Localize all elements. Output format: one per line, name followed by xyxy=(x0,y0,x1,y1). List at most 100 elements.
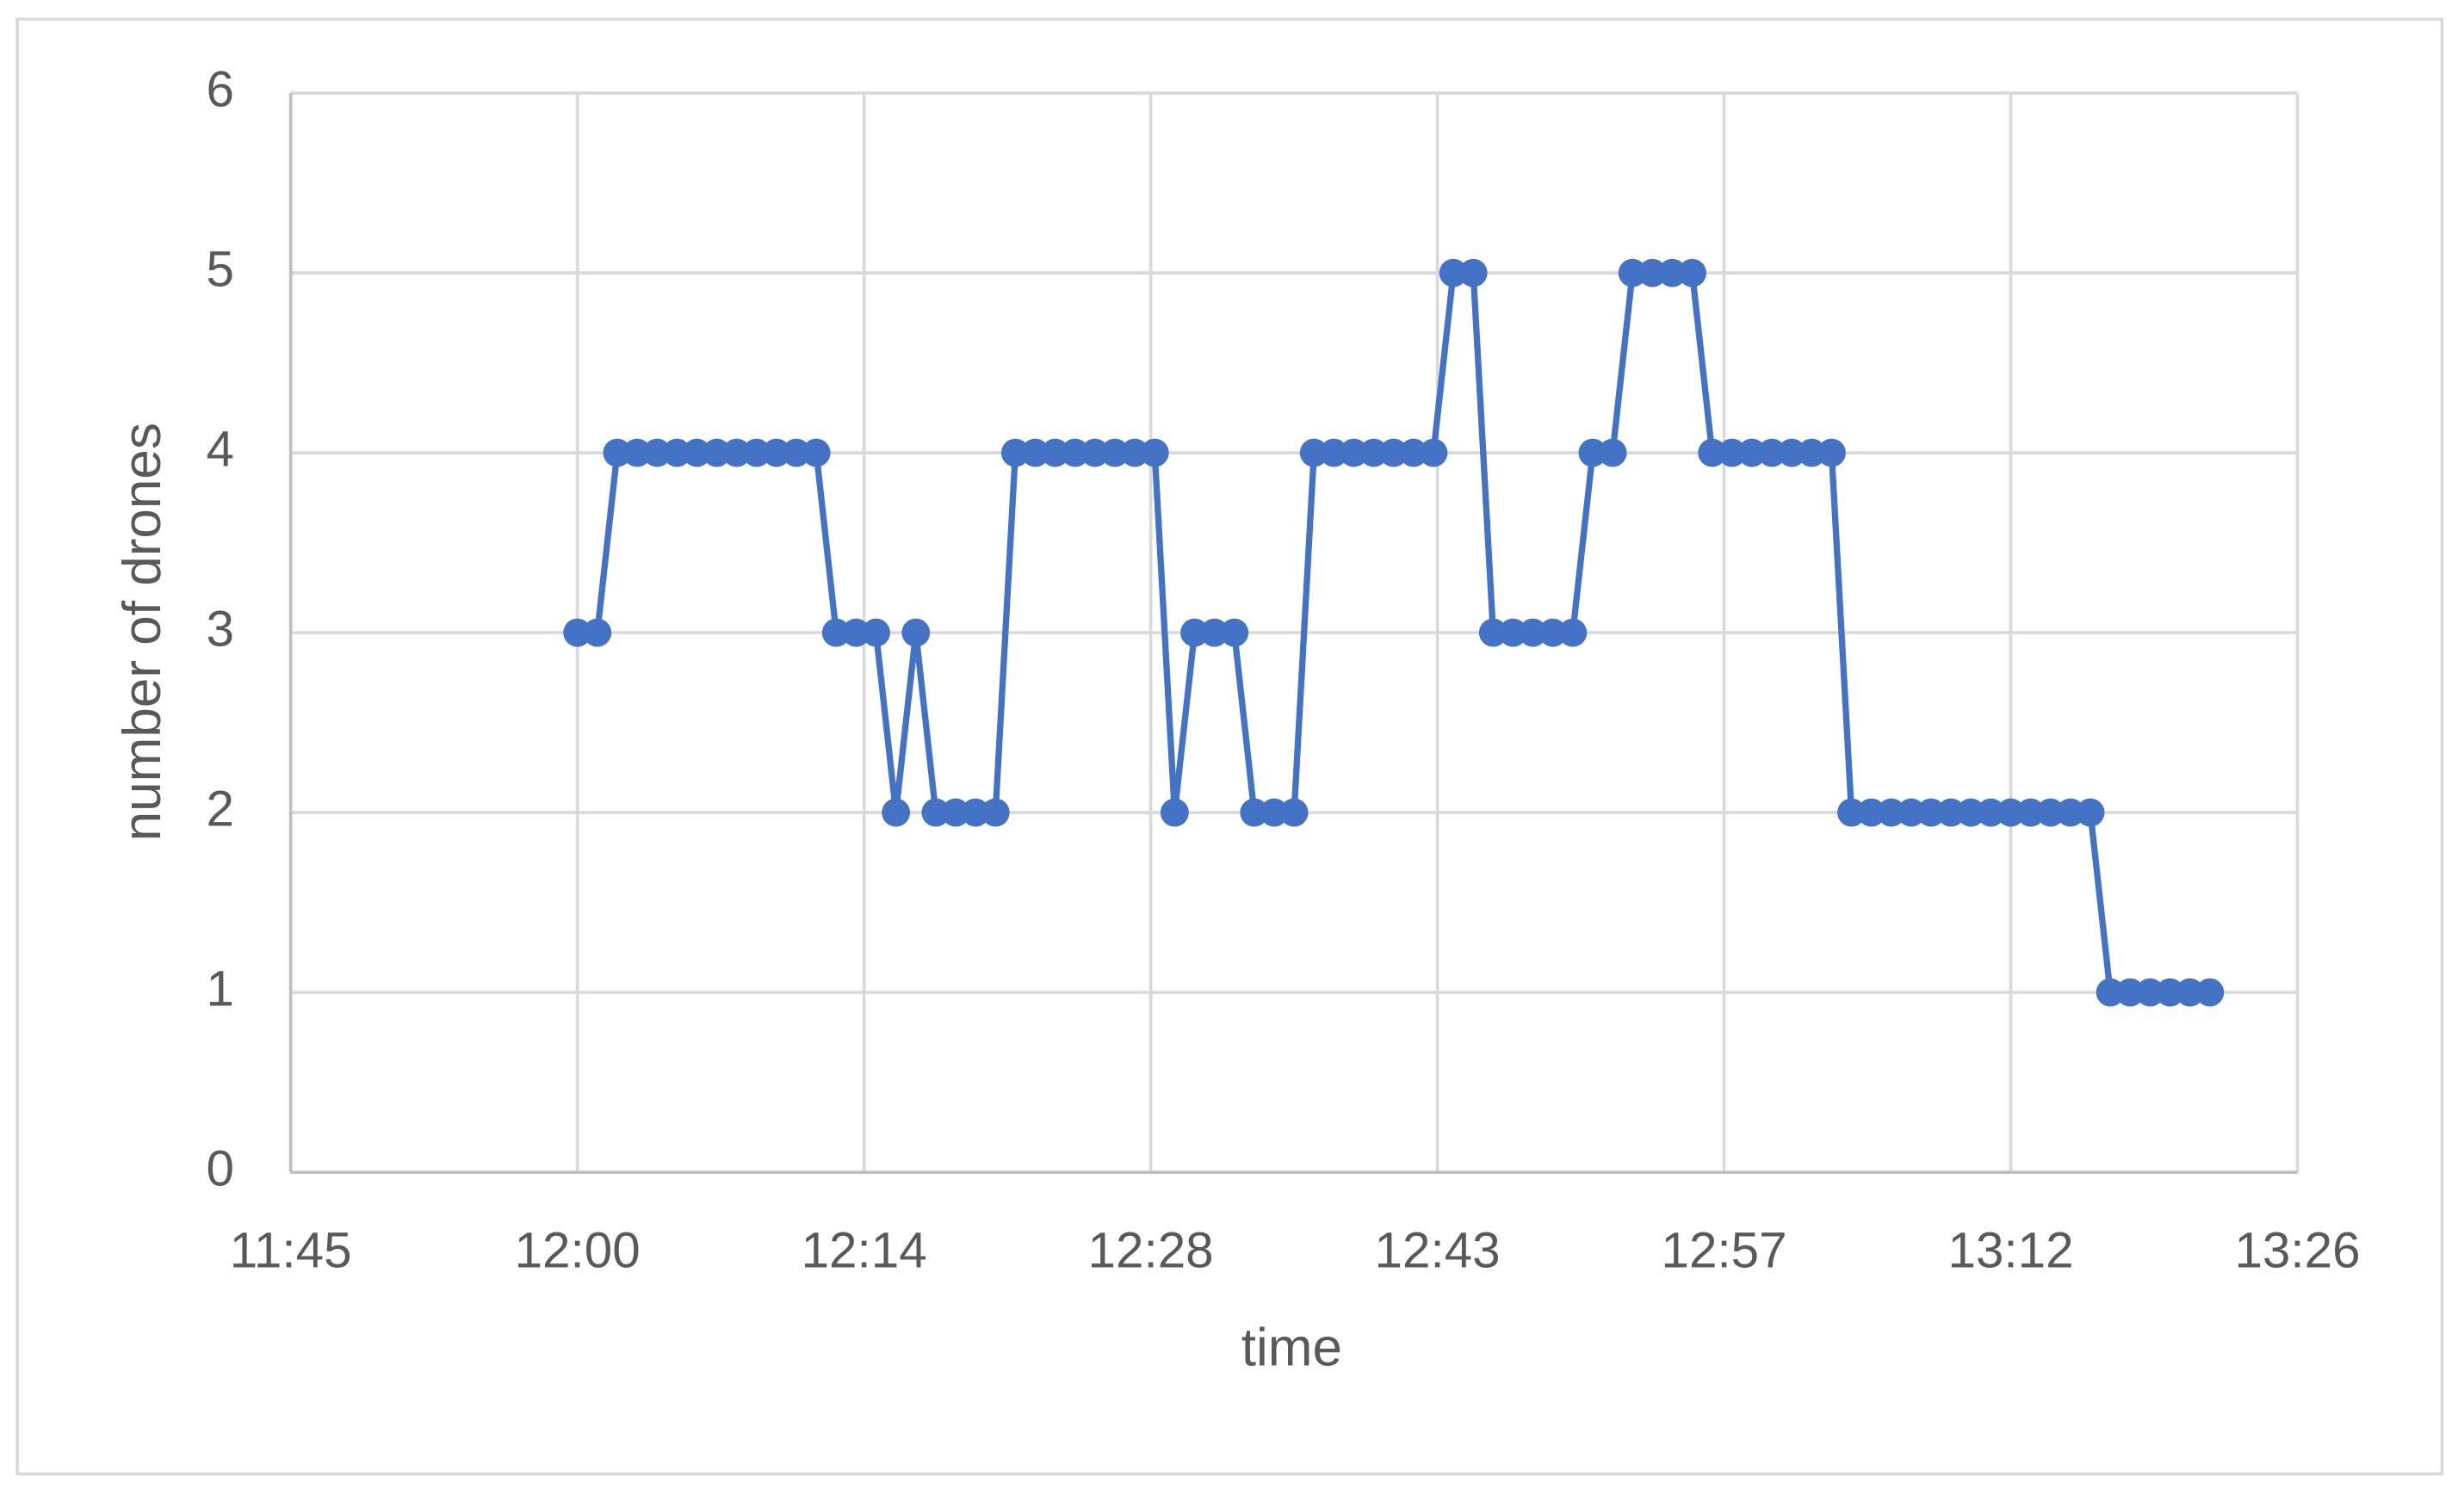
data-point xyxy=(2056,798,2085,827)
data-point xyxy=(1578,438,1607,467)
x-tick-label: 12:43 xyxy=(1375,1222,1501,1278)
data-point xyxy=(901,618,931,647)
data-point xyxy=(1041,438,1070,467)
data-point xyxy=(642,438,672,467)
data-point xyxy=(662,438,691,467)
data-point xyxy=(1200,618,1229,647)
data-point xyxy=(961,798,990,827)
data-point xyxy=(682,438,711,467)
data-point xyxy=(941,798,970,827)
y-tick-label: 5 xyxy=(206,242,233,298)
data-point xyxy=(703,438,731,467)
data-point xyxy=(1837,798,1866,827)
data-point xyxy=(1399,438,1428,467)
data-point xyxy=(2076,798,2105,827)
data-point xyxy=(1379,438,1408,467)
data-point xyxy=(1538,618,1568,647)
data-point xyxy=(1340,438,1368,467)
data-point xyxy=(722,438,752,467)
data-point xyxy=(1877,798,1906,827)
x-tick-label: 11:45 xyxy=(230,1222,352,1278)
data-point xyxy=(1936,798,1966,827)
x-tick-label: 12:28 xyxy=(1088,1222,1214,1278)
data-point xyxy=(1061,438,1090,467)
y-tick-label: 4 xyxy=(206,422,233,478)
data-point xyxy=(1817,438,1846,467)
data-point xyxy=(862,618,890,647)
data-point xyxy=(2016,798,2046,827)
data-point xyxy=(742,438,771,467)
data-point xyxy=(1916,798,1946,827)
data-point xyxy=(1021,438,1049,467)
data-point xyxy=(1737,438,1767,467)
data-point xyxy=(2135,978,2164,1007)
data-point xyxy=(2036,798,2065,827)
data-point xyxy=(1419,438,1448,467)
data-point xyxy=(1439,258,1468,287)
data-point xyxy=(802,438,831,467)
data-point xyxy=(1598,438,1627,467)
data-point xyxy=(1499,618,1527,647)
data-point xyxy=(1897,798,1926,827)
data-point xyxy=(1678,258,1706,287)
data-point xyxy=(1120,438,1149,467)
x-tick-label: 13:12 xyxy=(1947,1222,2073,1278)
data-point xyxy=(921,798,950,827)
data-point xyxy=(981,798,1010,827)
data-point xyxy=(1956,798,1985,827)
data-point xyxy=(1160,798,1189,827)
data-point xyxy=(583,618,612,647)
data-point xyxy=(1359,438,1389,467)
data-point xyxy=(1797,438,1826,467)
data-point xyxy=(2176,978,2205,1007)
data-point xyxy=(1857,798,1886,827)
data-point xyxy=(1558,618,1588,647)
data-point xyxy=(762,438,791,467)
y-tick-label: 3 xyxy=(206,602,233,658)
data-point xyxy=(782,438,811,467)
data-point xyxy=(1519,618,1548,647)
x-tick-label: 12:00 xyxy=(515,1222,641,1278)
data-point xyxy=(1618,258,1647,287)
data-point xyxy=(841,618,870,647)
data-point xyxy=(1220,618,1249,647)
data-point xyxy=(821,618,851,647)
y-tick-label: 1 xyxy=(206,961,233,1017)
y-tick-label: 2 xyxy=(206,781,233,837)
data-point xyxy=(1638,258,1667,287)
x-tick-label: 13:26 xyxy=(2234,1222,2360,1278)
data-point xyxy=(1279,798,1309,827)
x-tick-label: 12:14 xyxy=(802,1222,927,1278)
data-point xyxy=(1698,438,1727,467)
y-axis-title: number of drones xyxy=(113,423,172,841)
data-point xyxy=(1319,438,1348,467)
data-point xyxy=(1100,438,1130,467)
data-point xyxy=(1997,798,2025,827)
data-point xyxy=(1478,618,1507,647)
data-point xyxy=(1458,258,1488,287)
data-point xyxy=(1299,438,1328,467)
y-tick-label: 0 xyxy=(206,1141,233,1197)
x-axis-title: time xyxy=(1241,1319,1342,1378)
data-point xyxy=(603,438,632,467)
y-tick-label: 6 xyxy=(206,62,233,118)
data-point xyxy=(2156,978,2184,1007)
data-point xyxy=(1757,438,1786,467)
data-point xyxy=(2115,978,2145,1007)
data-point xyxy=(2096,978,2125,1007)
chart-frame xyxy=(15,17,2444,1476)
data-point xyxy=(1658,258,1687,287)
data-point xyxy=(563,618,592,647)
data-point xyxy=(2195,978,2225,1007)
data-point xyxy=(1240,798,1269,827)
data-point xyxy=(882,798,911,827)
data-point xyxy=(1080,438,1110,467)
data-point xyxy=(1718,438,1747,467)
data-point xyxy=(1777,438,1806,467)
data-point xyxy=(1260,798,1289,827)
data-point xyxy=(1140,438,1169,467)
data-point xyxy=(1000,438,1030,467)
data-point xyxy=(1976,798,2005,827)
